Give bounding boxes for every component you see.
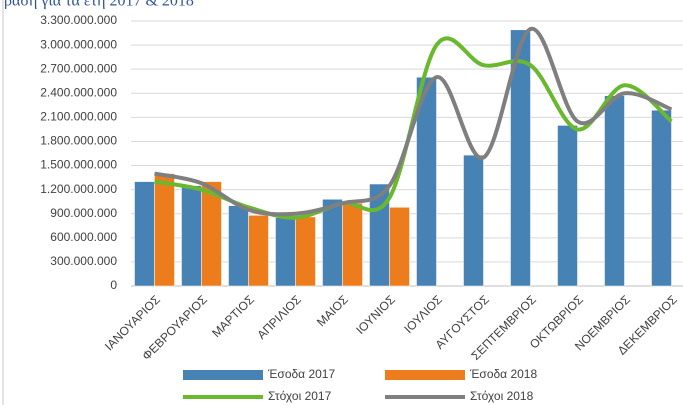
bar	[416, 76, 437, 287]
x-tick-label: ΙΟΥΝΙΟΣ	[353, 292, 398, 337]
y-tick-label: 300.000.000	[50, 254, 117, 268]
y-tick-label: 3.300.000.000	[40, 13, 117, 27]
y-tick-label: 1.200.000.000	[40, 182, 117, 196]
bar	[463, 154, 484, 287]
bar	[322, 199, 343, 287]
bar	[181, 185, 202, 287]
bar	[510, 29, 531, 287]
y-tick-label: 0	[110, 278, 117, 292]
bar	[134, 181, 155, 287]
legend-label: Έσοδα 2018	[469, 367, 537, 381]
bar	[295, 216, 316, 287]
x-tick-label: ΙΟΥΛΙΟΣ	[401, 292, 444, 335]
y-tick-label: 3.000.000.000	[40, 37, 117, 51]
bar	[557, 125, 578, 287]
y-tick-label: 900.000.000	[50, 206, 117, 220]
y-tick-label: 1.500.000.000	[40, 158, 117, 172]
y-tick-label: 600.000.000	[50, 230, 117, 244]
x-tick-label: ΜΑΡΤΙΟΣ	[209, 292, 257, 340]
bar	[389, 207, 410, 287]
bar	[248, 215, 269, 287]
legend-label: Στόχοι 2017	[268, 389, 332, 403]
bar	[342, 203, 363, 287]
bar	[604, 95, 625, 287]
line-series	[154, 36, 673, 220]
y-tick-label: 1.800.000.000	[40, 134, 117, 148]
x-tick-label: ΜΑΙΟΣ	[314, 292, 351, 329]
y-tick-label: 2.100.000.000	[40, 110, 117, 124]
legend-swatch	[183, 370, 263, 380]
legend-label: Στόχοι 2018	[470, 389, 534, 403]
line-series	[154, 27, 673, 217]
legend-swatch	[385, 370, 465, 380]
y-tick-label: 2.400.000.000	[40, 85, 117, 99]
x-tick-label: ΑΠΡΙΛΙΟΣ	[254, 292, 304, 342]
bar	[651, 109, 672, 287]
bar	[154, 173, 175, 287]
legend-label: Έσοδα 2017	[267, 367, 335, 381]
chart-title: ραση για τα έτη 2017 & 2018	[4, 0, 194, 10]
bar	[228, 205, 249, 287]
bar	[275, 217, 296, 287]
bar	[201, 181, 222, 287]
y-tick-label: 2.700.000.000	[40, 61, 117, 75]
